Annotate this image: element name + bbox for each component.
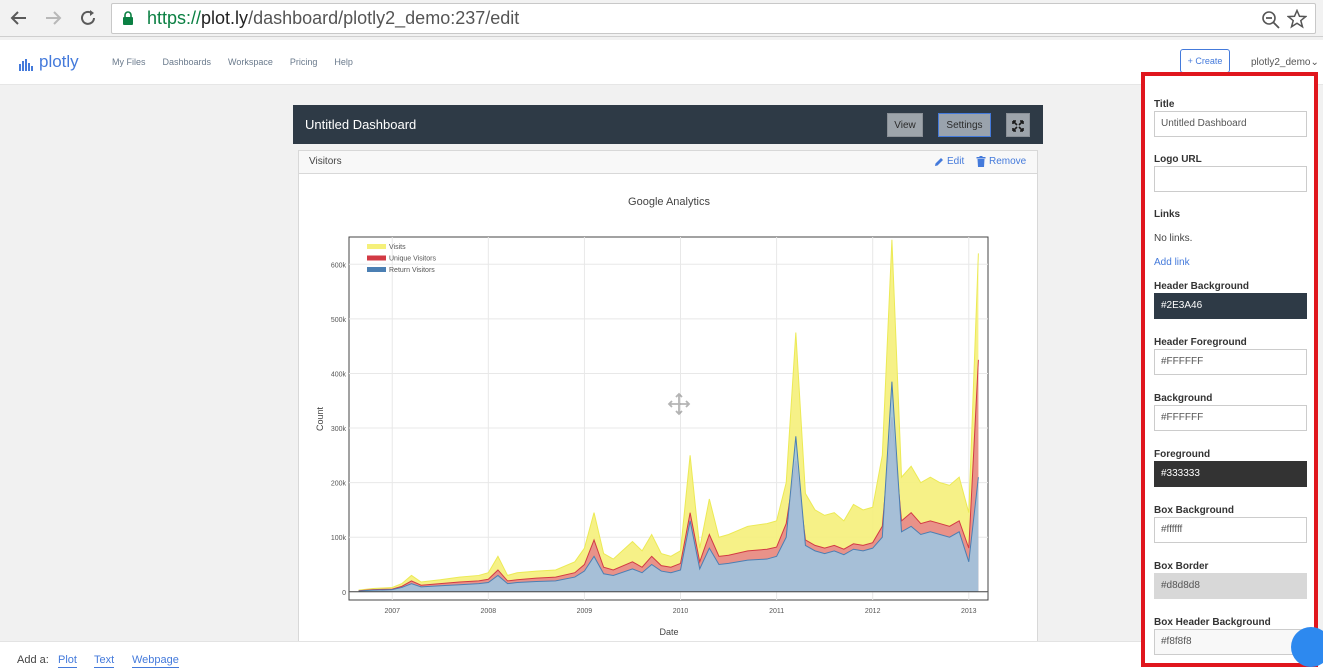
- browser-toolbar: https://plot.ly/dashboard/plotly2_demo:2…: [0, 0, 1323, 37]
- dashboard-header: Untitled Dashboard View Settings: [293, 105, 1043, 144]
- menu-workspace[interactable]: Workspace: [228, 57, 273, 67]
- zoom-icon[interactable]: [1261, 10, 1281, 30]
- view-button[interactable]: View: [887, 113, 923, 137]
- y-tick-label: 300k: [331, 426, 347, 433]
- bar-chart-logo-icon: [19, 59, 33, 71]
- line-visits: [358, 239, 979, 591]
- y-tick-labels: 0 100k 200k 300k 400k 500k 600k: [331, 262, 347, 597]
- lock-icon: [123, 11, 133, 25]
- logo-text: plotly: [39, 52, 79, 71]
- menu-my-files[interactable]: My Files: [112, 57, 146, 67]
- foreground-label: Foreground: [1154, 449, 1211, 460]
- line-return-visitors: [358, 381, 979, 592]
- menu-pricing[interactable]: Pricing: [289, 57, 318, 67]
- plotly-logo[interactable]: plotly: [19, 53, 79, 71]
- google-analytics-chart: Google Analytics 0 100k 200k 300k 400k 500k 60…: [315, 196, 989, 637]
- y-tick-label: 200k: [331, 481, 347, 488]
- header-foreground-label: Header Foreground: [1154, 337, 1247, 348]
- background-input[interactable]: #FFFFFF: [1154, 405, 1307, 431]
- dashboard-title[interactable]: Untitled Dashboard: [305, 117, 417, 132]
- title-label: Title: [1154, 99, 1175, 110]
- x-tick-label: 2010: [673, 608, 689, 615]
- background-label: Background: [1154, 393, 1213, 404]
- url-text: https://plot.ly/dashboard/plotly2_demo:2…: [147, 8, 520, 28]
- box-title: Visitors: [309, 156, 342, 167]
- x-tick-label: 2011: [769, 608, 784, 615]
- legend-swatch: [367, 244, 386, 249]
- username: plotly2_demo: [1251, 57, 1311, 68]
- chart-title: Google Analytics: [628, 196, 710, 208]
- create-button[interactable]: + Create: [1180, 49, 1230, 73]
- logo-url-input[interactable]: [1154, 166, 1307, 192]
- x-tick-labels: 2007 2008 2009 2010 2011 2012 2013: [384, 608, 976, 615]
- edit-button[interactable]: Edit: [934, 156, 964, 167]
- add-plot-link[interactable]: Plot: [58, 654, 77, 668]
- back-arrow-icon[interactable]: [8, 7, 30, 29]
- foreground-input[interactable]: #333333: [1154, 461, 1307, 487]
- box-border-input[interactable]: #d8d8d8: [1154, 573, 1307, 599]
- y-tick-label: 600k: [331, 262, 347, 269]
- x-tick-label: 2013: [961, 608, 977, 615]
- chat-support-icon[interactable]: [1291, 627, 1323, 667]
- app-header: plotly My Files Dashboards Workspace Pri…: [0, 40, 1323, 85]
- bookmark-star-icon[interactable]: [1287, 9, 1307, 29]
- forward-arrow-icon[interactable]: [42, 7, 64, 29]
- y-axis-label: Count: [315, 407, 325, 432]
- box-background-label: Box Background: [1154, 505, 1235, 516]
- user-menu[interactable]: plotly2_demo⌄: [1251, 57, 1319, 68]
- pencil-icon: [935, 157, 943, 166]
- box-background-input[interactable]: #ffffff: [1154, 517, 1307, 543]
- gridlines: [349, 237, 988, 600]
- add-text-link[interactable]: Text: [94, 654, 115, 668]
- plot-box: Visitors Edit Remove Google Analytics 0 1…: [298, 150, 1038, 660]
- logo-url-label: Logo URL: [1154, 154, 1202, 165]
- add-link-button[interactable]: Add link: [1154, 257, 1190, 268]
- legend-swatch: [367, 255, 386, 261]
- y-tick-label: 400k: [331, 371, 347, 378]
- main-menu: My Files Dashboards Workspace Pricing He…: [112, 57, 370, 67]
- fullscreen-icon: [1012, 120, 1024, 132]
- remove-label: Remove: [989, 156, 1027, 167]
- area-series: [349, 239, 988, 593]
- x-tick-label: 2007: [384, 608, 400, 615]
- trash-icon: [976, 156, 986, 167]
- y-tick-label: 0: [342, 590, 346, 597]
- y-tick-label: 500k: [331, 317, 347, 324]
- menu-dashboards[interactable]: Dashboards: [162, 57, 212, 67]
- header-background-input[interactable]: #2E3A46: [1154, 293, 1307, 319]
- move-handle-icon[interactable]: [667, 392, 691, 416]
- x-tick-label: 2008: [481, 608, 497, 615]
- legend-label: Visits: [389, 244, 406, 251]
- remove-button[interactable]: Remove: [976, 156, 1026, 167]
- x-tick-label: 2012: [865, 608, 881, 615]
- reload-icon[interactable]: [77, 7, 99, 29]
- legend-label: Unique Visitors: [389, 256, 436, 263]
- box-border-label: Box Border: [1154, 561, 1209, 572]
- box-header: Visitors Edit Remove: [299, 151, 1037, 174]
- menu-help[interactable]: Help: [334, 57, 353, 67]
- fullscreen-button[interactable]: [1006, 113, 1030, 137]
- x-tick-label: 2009: [577, 608, 593, 615]
- links-label: Links: [1154, 209, 1181, 220]
- add-item-bar: Add a: Plot Text Webpage: [0, 641, 1323, 671]
- add-webpage-link[interactable]: Webpage: [132, 654, 179, 668]
- no-links-text: No links.: [1154, 233, 1193, 244]
- address-bar[interactable]: https://plot.ly/dashboard/plotly2_demo:2…: [111, 3, 1316, 34]
- settings-panel: Title Untitled Dashboard Logo URL Links …: [1141, 72, 1318, 667]
- area-return-visitors: [358, 381, 979, 592]
- title-input[interactable]: Untitled Dashboard: [1154, 111, 1307, 137]
- box-header-background-label: Box Header Background: [1154, 617, 1271, 628]
- y-tick-label: 100k: [331, 535, 347, 542]
- header-background-label: Header Background: [1154, 281, 1250, 292]
- box-header-background-input[interactable]: #f8f8f8: [1154, 629, 1307, 655]
- header-foreground-input[interactable]: #FFFFFF: [1154, 349, 1307, 375]
- chevron-down-icon: ⌄: [1310, 57, 1319, 68]
- x-axis-label: Date: [659, 627, 678, 637]
- chart-legend[interactable]: Visits Unique Visitors Return Visitors: [367, 244, 436, 274]
- legend-label: Return Visitors: [389, 267, 435, 274]
- edit-label: Edit: [947, 156, 965, 167]
- settings-button[interactable]: Settings: [938, 113, 991, 137]
- legend-swatch: [367, 267, 386, 272]
- add-label: Add a:: [17, 654, 49, 666]
